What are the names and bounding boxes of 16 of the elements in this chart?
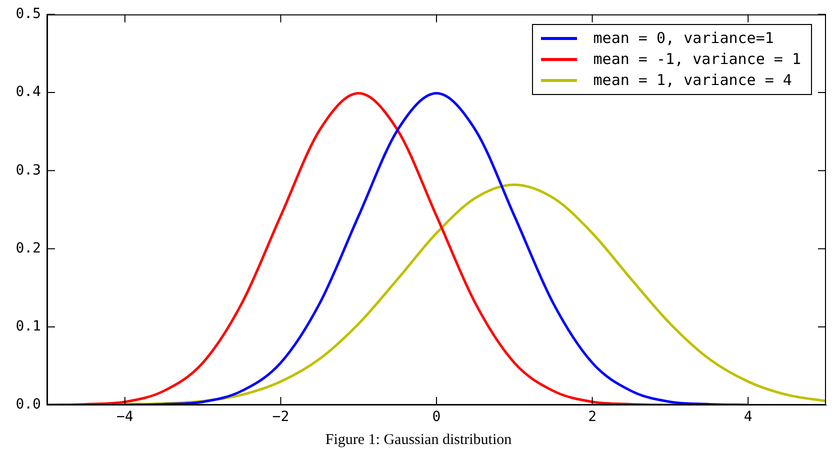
x-tick-label: 0 [432, 409, 441, 426]
y-tick-label: 0.1 [16, 318, 41, 335]
legend-label: mean = -1, variance = 1 [593, 49, 801, 70]
y-tick-label: 0.5 [16, 6, 41, 22]
x-tick-label: 2 [588, 409, 597, 426]
line-series [124, 92, 750, 405]
y-tick-label: 0.3 [16, 162, 41, 178]
legend-label: mean = 1, variance = 4 [593, 70, 792, 92]
x-tick-label: 4 [744, 409, 752, 426]
y-tick-label: 0.4 [16, 84, 41, 100]
y-tick-label: 0.0 [16, 396, 41, 413]
caption: Figure 1: Gaussian distribution [324, 432, 513, 449]
x-tick-label: −2 [272, 409, 290, 426]
y-tick-label: 0.2 [16, 240, 41, 256]
x-tick-label: −4 [116, 409, 134, 426]
legend-label: mean = 0, variance=1 [593, 28, 774, 50]
